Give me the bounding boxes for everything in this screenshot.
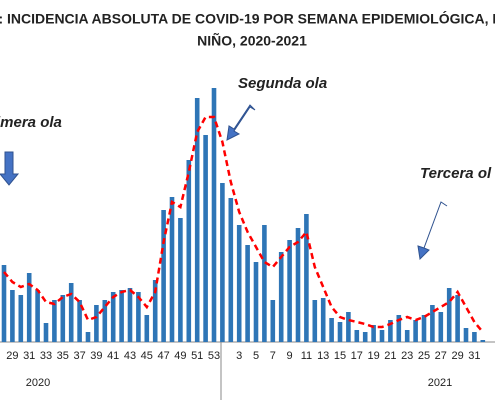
bar [77,300,82,342]
bar [421,315,427,342]
x-tick-label: 27 [435,350,447,362]
bar [371,325,376,342]
bar [329,318,334,342]
bar [438,312,444,342]
x-tick-label: 9 [287,350,293,362]
bar [203,135,208,342]
x-tick-label: 49 [174,350,186,362]
year-label: 2020 [26,377,50,389]
bar [102,300,108,342]
annotation: Segunda ola [238,75,327,92]
bar [346,312,351,342]
x-tick-label: 17 [351,350,363,362]
x-tick-label: 21 [384,350,396,362]
x-tick-label: 37 [73,350,85,362]
x-tick-label: 53 [208,350,220,362]
bar [262,225,267,342]
bar [404,330,410,342]
year-label: 2021 [428,377,452,389]
bar [119,290,124,342]
bar [18,295,24,342]
trend-line [3,115,484,333]
x-tick-label: 33 [40,350,52,362]
bar [35,290,40,342]
x-tick-label: 31 [23,350,35,362]
chart-title: NIÑO, 2020-2021 [197,32,307,49]
bar [430,305,435,342]
bar [127,288,133,342]
x-tick-label: 45 [141,350,153,362]
bar [455,295,460,342]
bar [110,292,116,342]
bar [43,323,49,342]
bar [52,300,57,342]
bar [245,245,250,342]
bar [312,300,318,342]
x-tick-label: 15 [334,350,346,362]
x-tick-label: 51 [191,350,203,362]
bar [26,273,32,342]
x-tick-label: 31 [468,350,480,362]
bar [60,295,66,342]
x-tick-label: 43 [124,350,136,362]
bar [94,305,99,342]
x-tick-label: 11 [301,350,312,362]
x-tick-label: 13 [317,350,329,362]
bar [169,197,175,342]
bar [278,252,284,342]
bar [304,214,309,342]
bar [295,228,301,342]
bar [10,290,15,342]
bar [1,265,7,342]
x-tick-label: 3 [236,350,242,362]
bar [472,332,477,342]
bar [446,288,452,342]
x-tick-label: 39 [90,350,102,362]
bar [178,218,183,342]
x-tick-label: 47 [157,350,169,362]
bar [161,210,166,342]
bar [388,320,393,342]
bar [228,198,234,342]
bar [136,292,141,342]
x-tick-label: 7 [270,350,276,362]
bar [379,330,385,342]
bar [236,225,242,342]
x-tick-label: 29 [451,350,463,362]
bar [287,240,292,342]
bar [463,328,469,342]
bar [211,88,217,342]
bar [337,322,343,342]
bar [320,298,326,342]
x-tick-label: 25 [418,350,430,362]
bar [480,340,486,342]
bar [186,160,192,342]
arrow [226,104,256,141]
chart-title: 1: INCIDENCIA ABSOLUTA DE COVID-19 POR S… [0,10,495,27]
bar [270,300,276,342]
bar [362,332,368,342]
annotation: imera ola [0,114,62,131]
annotation: Tercera ol [420,165,492,182]
x-tick-label: 35 [57,350,69,362]
bar [253,262,259,342]
arrow [417,201,448,261]
bar [354,330,360,342]
bar [68,283,74,342]
bar [144,315,150,342]
bar [152,280,158,342]
x-tick-label: 29 [6,350,18,362]
x-tick-label: 19 [367,350,379,362]
x-tick-label: 41 [107,350,119,362]
arrow [0,151,20,186]
x-tick-label: 23 [401,350,413,362]
bar [413,320,418,342]
bar [220,183,225,342]
x-tick-label: 5 [253,350,259,362]
bar [85,332,91,342]
bar [396,315,402,342]
bar [194,98,200,342]
